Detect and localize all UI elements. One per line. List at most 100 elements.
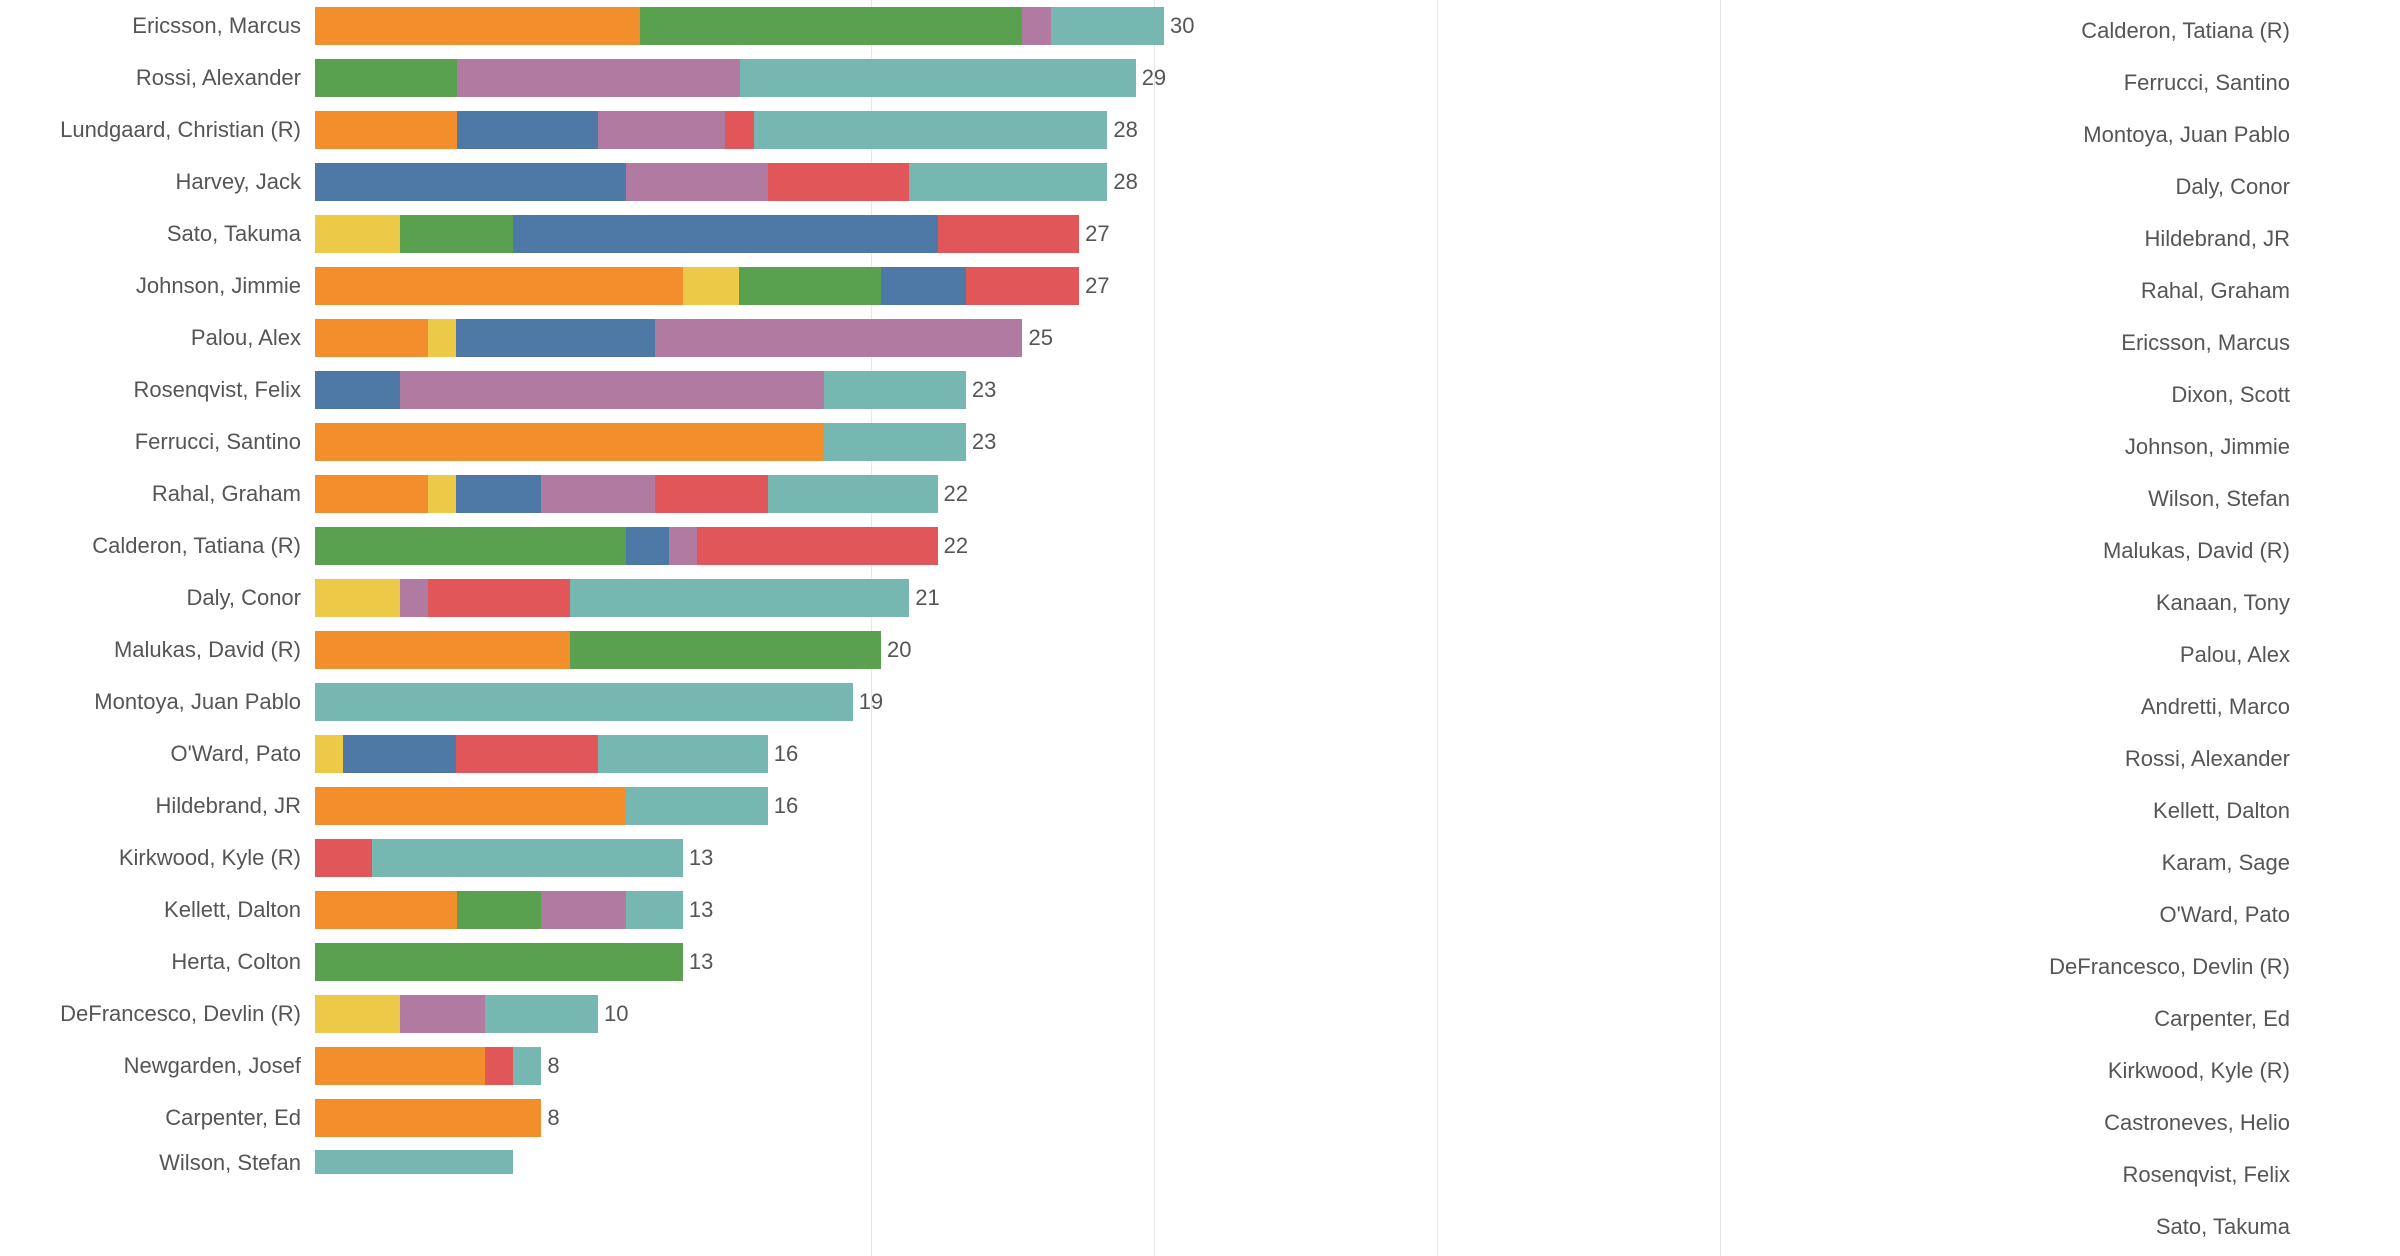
chart-row: Herta, Colton13	[10, 936, 1700, 988]
right-name-list: Calderon, Tatiana (R)Ferrucci, SantinoMo…	[1700, 0, 2400, 1256]
bar-segment	[1022, 7, 1050, 45]
right-list-item: Hildebrand, JR	[1700, 213, 2400, 265]
bar-segment	[315, 787, 626, 825]
bar-segment	[457, 59, 740, 97]
chart-row: Newgarden, Josef 8	[10, 1040, 1700, 1092]
row-total: 19	[853, 689, 883, 715]
row-label: DeFrancesco, Devlin (R)	[10, 1001, 315, 1027]
bar-segment	[456, 319, 654, 357]
bar-area: 19	[315, 676, 1700, 728]
row-total: 25	[1022, 325, 1052, 351]
bar-segment	[1051, 7, 1164, 45]
bar-segment	[456, 475, 541, 513]
bar-stack	[315, 631, 881, 669]
chart-row: Calderon, Tatiana (R)22	[10, 520, 1700, 572]
bar-segment	[570, 631, 881, 669]
row-total: 8	[541, 1105, 559, 1131]
bar-area	[315, 1144, 1700, 1174]
bar-stack	[315, 1150, 513, 1174]
chart-row: Kirkwood, Kyle (R)13	[10, 832, 1700, 884]
row-label: Ericsson, Marcus	[10, 13, 315, 39]
bar-segment	[315, 995, 400, 1033]
right-list-item: Daly, Conor	[1700, 161, 2400, 213]
row-total: 21	[909, 585, 939, 611]
bar-segment	[315, 475, 428, 513]
bar-segment	[343, 735, 456, 773]
bar-area: 27	[315, 260, 1700, 312]
bar-segment	[315, 111, 457, 149]
bar-segment	[541, 475, 654, 513]
row-total: 13	[683, 845, 713, 871]
right-list-item: Kirkwood, Kyle (R)	[1700, 1045, 2400, 1097]
bar-area: 28	[315, 104, 1700, 156]
bar-area: 29	[315, 52, 1700, 104]
row-total: 27	[1079, 273, 1109, 299]
right-list-item: Andretti, Marco	[1700, 681, 2400, 733]
row-total: 13	[683, 949, 713, 975]
bar-segment	[570, 579, 910, 617]
right-list-item: Dixon, Scott	[1700, 369, 2400, 421]
right-list-item: Johnson, Jimmie	[1700, 421, 2400, 473]
chart-row: Malukas, David (R)20	[10, 624, 1700, 676]
chart-row: Montoya, Juan Pablo19	[10, 676, 1700, 728]
right-list-item: Kellett, Dalton	[1700, 785, 2400, 837]
bar-segment	[626, 527, 668, 565]
right-list-item: DeFrancesco, Devlin (R)	[1700, 941, 2400, 993]
row-label: Daly, Conor	[10, 585, 315, 611]
chart-row: Rossi, Alexander29	[10, 52, 1700, 104]
bar-stack	[315, 943, 683, 981]
right-list-item: Rosenqvist, Felix	[1700, 1149, 2400, 1201]
bar-segment	[315, 579, 400, 617]
bar-stack	[315, 839, 683, 877]
bar-segment	[315, 943, 683, 981]
chart-row: Hildebrand, JR16	[10, 780, 1700, 832]
bar-area: 10	[315, 988, 1700, 1040]
bar-segment	[315, 1099, 541, 1137]
row-total: 28	[1107, 117, 1137, 143]
bar-segment	[315, 683, 853, 721]
chart-row: Rosenqvist, Felix23	[10, 364, 1700, 416]
right-list-item: O'Ward, Pato	[1700, 889, 2400, 941]
bar-area: 22	[315, 520, 1700, 572]
right-list-item: Palou, Alex	[1700, 629, 2400, 681]
bar-area: 20	[315, 624, 1700, 676]
chart-row: Kellett, Dalton13	[10, 884, 1700, 936]
chart-row: Ferrucci, Santino23	[10, 416, 1700, 468]
row-label: Palou, Alex	[10, 325, 315, 351]
bar-stack	[315, 1099, 541, 1137]
chart-row: Palou, Alex 25	[10, 312, 1700, 364]
bar-stack	[315, 215, 1079, 253]
row-label: Newgarden, Josef	[10, 1053, 315, 1079]
bar-segment	[754, 111, 1108, 149]
bar-area: 13	[315, 936, 1700, 988]
bar-stack	[315, 735, 768, 773]
chart-row: Daly, Conor 21	[10, 572, 1700, 624]
bar-segment	[315, 371, 400, 409]
right-list-item: Calderon, Tatiana (R)	[1700, 5, 2400, 57]
bar-segment	[938, 215, 1080, 253]
row-total: 10	[598, 1001, 628, 1027]
bar-segment	[372, 839, 683, 877]
bar-area: 13	[315, 832, 1700, 884]
chart-row: Rahal, Graham22	[10, 468, 1700, 520]
right-list-item: Montoya, Juan Pablo	[1700, 109, 2400, 161]
bar-segment	[655, 475, 768, 513]
bar-stack	[315, 787, 768, 825]
bar-area: 23	[315, 364, 1700, 416]
bar-segment	[400, 995, 485, 1033]
bar-segment	[428, 579, 570, 617]
row-total: 22	[938, 533, 968, 559]
row-label: O'Ward, Pato	[10, 741, 315, 767]
bar-segment	[513, 1047, 541, 1085]
bar-segment	[315, 267, 683, 305]
chart-row: Lundgaard, Christian (R)28	[10, 104, 1700, 156]
bar-segment	[315, 423, 824, 461]
main-layout: Ericsson, Marcus30Rossi, Alexander29Lund…	[0, 0, 2400, 1256]
bar-stack	[315, 475, 938, 513]
bar-stack	[315, 319, 1022, 357]
row-total: 8	[541, 1053, 559, 1079]
bar-stack	[315, 163, 1107, 201]
bar-area: 30	[315, 0, 1700, 52]
stacked-bar-chart: Ericsson, Marcus30Rossi, Alexander29Lund…	[0, 0, 1700, 1256]
bar-stack	[315, 891, 683, 929]
